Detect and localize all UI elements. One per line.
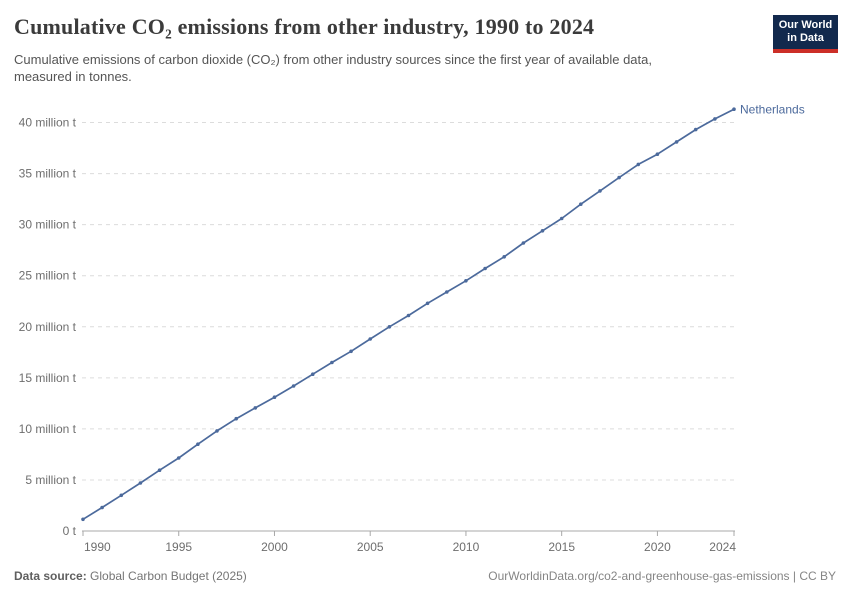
chart-subtitle-line2: measured in tonnes. [14, 69, 132, 84]
x-tick-label: 2010 [453, 540, 480, 554]
data-point [196, 442, 200, 447]
owid-logo-line1: Our World [778, 19, 833, 31]
entity-label: Netherlands [740, 103, 805, 117]
y-tick-label: 0 t [63, 524, 77, 538]
data-point [579, 202, 583, 206]
data-point [215, 429, 219, 433]
y-tick-label: 40 million t [19, 116, 77, 130]
page-title: Cumulative CO₂ emissions from other indu… [14, 14, 595, 39]
y-tick-label: 35 million t [19, 167, 77, 181]
data-point [291, 384, 296, 388]
data-points[interactable] [81, 107, 736, 522]
data-point [406, 313, 411, 318]
data-point [693, 127, 698, 132]
chart-subtitle-line1: Cumulative emissions of carbon dioxide (… [14, 52, 652, 67]
x-tick-label: 1990 [84, 540, 111, 554]
data-point [368, 337, 373, 341]
y-tick-label: 10 million t [19, 422, 77, 436]
y-tick-labels: 0 t 5 million t 10 million t 15 million t 20… [19, 116, 77, 539]
x-tick-label: 2015 [548, 540, 575, 554]
data-point [253, 406, 258, 410]
data-point [119, 493, 124, 498]
x-tick-label: 2000 [261, 540, 288, 554]
y-tick-label: 25 million t [19, 269, 77, 283]
x-tick-label: 1995 [165, 540, 192, 554]
data-point [674, 140, 679, 144]
data-point [234, 416, 238, 421]
owid-url-link[interactable]: OurWorldinData.org/co2-and-greenhouse-ga… [488, 569, 836, 583]
data-point [349, 349, 353, 354]
data-point [81, 517, 85, 522]
data-source-label: Data source: [14, 569, 87, 583]
y-tick-label: 15 million t [19, 371, 77, 385]
data-point [713, 117, 717, 121]
chart-subtitle: Cumulative emissions of carbon dioxide (… [14, 51, 774, 85]
data-point [138, 481, 143, 485]
line-chart[interactable]: 0 t 5 million t 10 million t 15 million t 20… [0, 94, 850, 566]
data-point [559, 216, 564, 221]
data-point [176, 456, 181, 460]
data-point [100, 505, 104, 510]
data-point [617, 175, 621, 180]
data-point [483, 266, 487, 271]
data-point [157, 468, 162, 473]
data-point [330, 360, 334, 365]
x-tick-label: 2024 [709, 540, 736, 554]
data-point [655, 152, 660, 156]
data-point [425, 301, 430, 306]
y-gridlines [82, 122, 735, 481]
data-point [540, 229, 545, 233]
data-point [387, 325, 392, 329]
y-tick-label: 30 million t [19, 218, 77, 232]
y-tick-label: 5 million t [25, 473, 76, 487]
data-point [598, 189, 602, 193]
data-point [464, 279, 468, 283]
owid-logo-line2: in Data [787, 32, 824, 44]
data-point [272, 395, 277, 400]
data-point [521, 241, 526, 245]
data-point [502, 255, 507, 259]
data-point [311, 372, 315, 377]
data-point [732, 107, 736, 111]
data-point [636, 162, 641, 167]
x-tick-label: 2020 [644, 540, 671, 554]
x-tick-label: 2005 [357, 540, 384, 554]
x-axis: 1990 1995 2000 2005 2010 2015 2020 2024 [82, 530, 736, 554]
data-source: Data source: Global Carbon Budget (2025) [14, 569, 247, 583]
data-point [445, 290, 449, 294]
y-tick-label: 20 million t [19, 320, 77, 334]
chart-footer: Data source: Global Carbon Budget (2025)… [14, 569, 836, 583]
owid-logo[interactable]: Our World in Data [773, 15, 838, 53]
data-source-value: Global Carbon Budget (2025) [86, 569, 247, 583]
